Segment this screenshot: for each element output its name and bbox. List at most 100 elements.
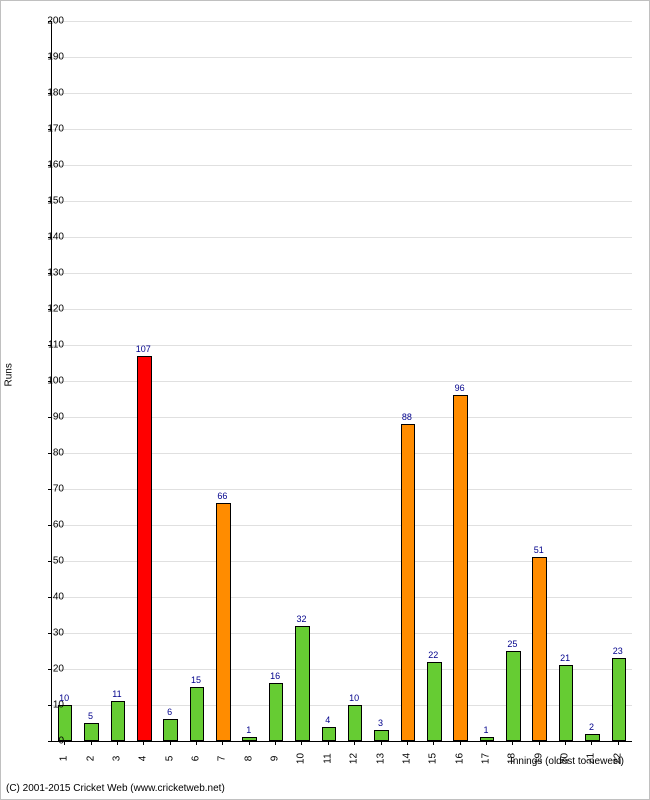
bar-value-label: 2: [589, 722, 594, 732]
plot-area: [51, 21, 632, 742]
x-tick-label: 1: [59, 756, 70, 762]
bar-value-label: 32: [296, 614, 306, 624]
x-tick-label: 12: [349, 753, 360, 764]
bar-value-label: 1: [246, 725, 251, 735]
bar-value-label: 1: [483, 725, 488, 735]
y-tick-label: 20: [34, 664, 64, 675]
bar: [322, 727, 337, 741]
x-tick-mark: [117, 741, 118, 745]
bar: [190, 687, 205, 741]
y-tick-label: 80: [34, 448, 64, 459]
bar-value-label: 4: [325, 715, 330, 725]
x-tick-label: 22: [612, 753, 623, 764]
y-tick-label: 0: [34, 736, 64, 747]
x-tick-label: 18: [507, 753, 518, 764]
bar-value-label: 16: [270, 671, 280, 681]
x-tick-mark: [433, 741, 434, 745]
bar-value-label: 22: [428, 650, 438, 660]
y-tick-label: 110: [34, 340, 64, 351]
y-axis-label: Runs: [4, 363, 15, 386]
bar: [295, 626, 310, 741]
gridline: [52, 273, 632, 274]
bar: [163, 719, 178, 741]
x-tick-label: 7: [217, 756, 228, 762]
x-tick-mark: [64, 741, 65, 745]
bar: [480, 737, 495, 741]
x-tick-label: 16: [454, 753, 465, 764]
gridline: [52, 57, 632, 58]
y-tick-label: 130: [34, 268, 64, 279]
bar-value-label: 3: [378, 718, 383, 728]
x-tick-label: 11: [322, 753, 333, 763]
gridline: [52, 165, 632, 166]
x-tick-label: 2: [85, 756, 96, 762]
x-tick-label: 9: [270, 756, 281, 762]
bar: [216, 503, 231, 741]
x-tick-mark: [512, 741, 513, 745]
y-tick-label: 180: [34, 88, 64, 99]
x-tick-label: 5: [164, 756, 175, 762]
bar: [612, 658, 627, 741]
x-tick-label: 6: [191, 756, 202, 762]
y-tick-label: 70: [34, 484, 64, 495]
bar: [559, 665, 574, 741]
chart-container: Runs Innings (oldest to newest) (C) 2001…: [0, 0, 650, 800]
bar: [506, 651, 521, 741]
bar: [137, 356, 152, 741]
x-tick-label: 14: [401, 753, 412, 764]
x-tick-mark: [143, 741, 144, 745]
bar-value-label: 96: [455, 383, 465, 393]
x-tick-label: 20: [560, 753, 571, 764]
bar-value-label: 10: [349, 693, 359, 703]
bar-value-label: 15: [191, 675, 201, 685]
x-tick-mark: [301, 741, 302, 745]
x-tick-label: 15: [428, 753, 439, 764]
x-tick-label: 13: [375, 753, 386, 764]
x-tick-mark: [196, 741, 197, 745]
x-tick-mark: [222, 741, 223, 745]
x-tick-mark: [381, 741, 382, 745]
y-tick-label: 60: [34, 520, 64, 531]
bar: [453, 395, 468, 741]
x-tick-mark: [460, 741, 461, 745]
bar-value-label: 51: [534, 545, 544, 555]
y-tick-label: 90: [34, 412, 64, 423]
x-tick-mark: [91, 741, 92, 745]
bar: [242, 737, 257, 741]
bar-value-label: 10: [59, 693, 69, 703]
bar: [427, 662, 442, 741]
x-tick-label: 4: [138, 756, 149, 762]
bar-value-label: 23: [613, 646, 623, 656]
gridline: [52, 129, 632, 130]
x-tick-mark: [539, 741, 540, 745]
y-tick-label: 50: [34, 556, 64, 567]
bar: [532, 557, 547, 741]
y-tick-label: 160: [34, 160, 64, 171]
gridline: [52, 21, 632, 22]
x-tick-mark: [328, 741, 329, 745]
y-tick-label: 170: [34, 124, 64, 135]
x-tick-mark: [275, 741, 276, 745]
y-tick-label: 150: [34, 196, 64, 207]
bar-value-label: 25: [507, 639, 517, 649]
bar-value-label: 88: [402, 412, 412, 422]
gridline: [52, 93, 632, 94]
y-tick-label: 40: [34, 592, 64, 603]
y-tick-label: 120: [34, 304, 64, 315]
bar-value-label: 66: [217, 491, 227, 501]
x-tick-mark: [170, 741, 171, 745]
x-tick-label: 10: [296, 753, 307, 764]
bar: [348, 705, 363, 741]
bar: [84, 723, 99, 741]
x-tick-mark: [565, 741, 566, 745]
x-tick-label: 8: [243, 756, 254, 762]
gridline: [52, 309, 632, 310]
bar-value-label: 107: [136, 344, 151, 354]
y-tick-label: 140: [34, 232, 64, 243]
x-tick-mark: [591, 741, 592, 745]
bar-value-label: 11: [112, 689, 121, 699]
x-tick-label: 21: [586, 753, 597, 764]
x-tick-mark: [354, 741, 355, 745]
x-tick-mark: [407, 741, 408, 745]
x-tick-label: 3: [111, 756, 122, 762]
